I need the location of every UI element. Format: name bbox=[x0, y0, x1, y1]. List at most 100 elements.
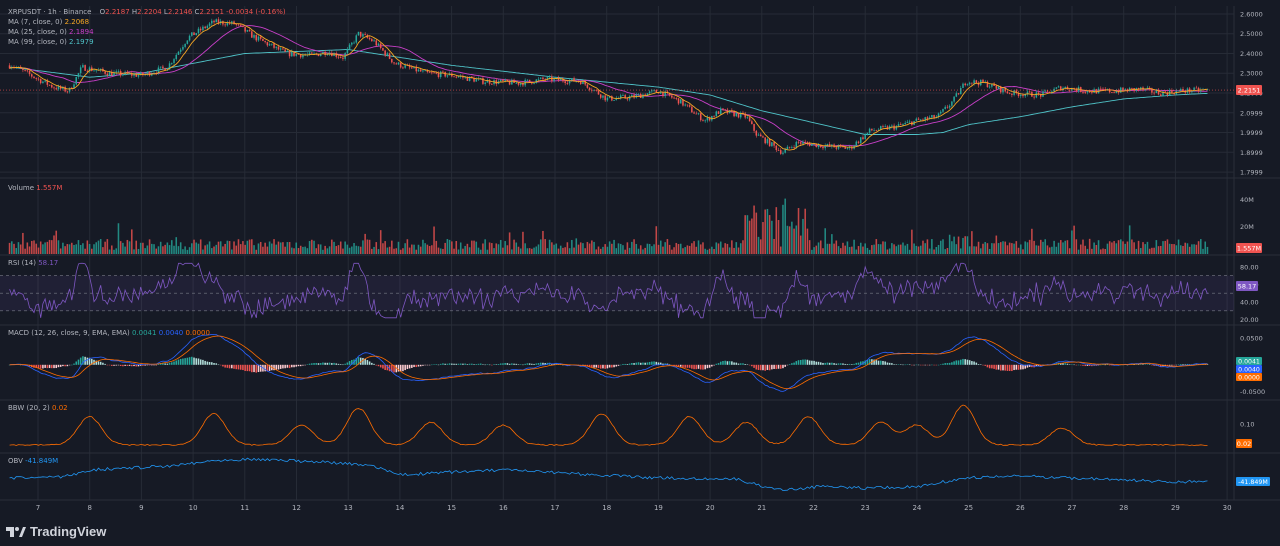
volume-bar bbox=[404, 243, 406, 254]
volume-bar bbox=[491, 243, 493, 254]
candle-body bbox=[886, 126, 889, 130]
candle-body bbox=[333, 53, 335, 57]
volume-bar bbox=[791, 221, 793, 254]
macd-histogram-bar bbox=[308, 363, 311, 365]
volume-bar bbox=[1062, 242, 1064, 254]
macd-histogram-bar bbox=[588, 364, 591, 368]
bbw-legend[interactable]: BBW (20, 2) 0.02 bbox=[8, 403, 68, 413]
macd-histogram-bar bbox=[1059, 363, 1062, 365]
rsi-legend[interactable]: RSI (14) 58.17 bbox=[8, 258, 58, 268]
volume-bar bbox=[306, 248, 309, 254]
macd-histogram-bar bbox=[731, 361, 733, 365]
macd-histogram-bar bbox=[746, 364, 749, 365]
candle-body bbox=[799, 142, 802, 144]
volume-bar bbox=[811, 249, 813, 254]
x-tick-label: 7 bbox=[36, 504, 40, 512]
candle-body bbox=[1022, 95, 1024, 97]
candle-body bbox=[171, 62, 173, 64]
tradingview-logo[interactable]: TradingView bbox=[6, 524, 106, 539]
volume-bar bbox=[273, 239, 275, 254]
macd-histogram-bar bbox=[655, 361, 658, 365]
candle-body bbox=[395, 63, 398, 65]
candle-body bbox=[1013, 90, 1015, 95]
macd-histogram-bar bbox=[817, 361, 820, 365]
candle-body bbox=[122, 74, 124, 76]
volume-pane[interactable] bbox=[8, 198, 1209, 254]
volume-bar bbox=[968, 246, 971, 254]
macd-histogram-bar bbox=[915, 364, 918, 366]
macd-histogram-bar bbox=[822, 362, 824, 365]
candle-body bbox=[491, 83, 493, 85]
macd-histogram-bar bbox=[695, 364, 698, 370]
bbw-pane[interactable] bbox=[9, 404, 1208, 446]
candle-body bbox=[26, 70, 29, 72]
macd-histogram-bar bbox=[166, 363, 169, 365]
volume-bar bbox=[366, 239, 369, 254]
candle-body bbox=[173, 59, 175, 63]
candle-body bbox=[191, 32, 193, 36]
volume-bar bbox=[251, 239, 253, 254]
volume-badge bbox=[1236, 243, 1262, 253]
macd-histogram-bar bbox=[842, 363, 844, 365]
price-pane[interactable] bbox=[0, 17, 1234, 156]
volume-bar bbox=[66, 244, 69, 254]
volume-bar bbox=[844, 245, 846, 254]
volume-bar bbox=[677, 244, 680, 254]
macd-histogram-bar bbox=[691, 364, 693, 369]
ma99-legend[interactable]: MA (99, close, 0) 2.1979 bbox=[8, 37, 286, 47]
volume-bar bbox=[679, 243, 682, 254]
x-tick-label: 28 bbox=[1119, 504, 1128, 512]
macd-histogram-bar bbox=[351, 359, 353, 365]
volume-bar bbox=[984, 242, 986, 254]
volume-bar bbox=[1104, 248, 1106, 254]
candle-body bbox=[199, 28, 202, 31]
volume-bar bbox=[504, 241, 506, 254]
candle-body bbox=[782, 152, 784, 154]
candle-body bbox=[33, 76, 35, 79]
volume-bar bbox=[668, 244, 671, 254]
macd-badge-label: 0.0041 bbox=[1238, 358, 1260, 365]
macd-histogram-bar bbox=[317, 363, 320, 365]
volume-bar bbox=[364, 233, 366, 254]
rsi-pane[interactable] bbox=[0, 262, 1234, 319]
x-tick-label: 22 bbox=[809, 504, 818, 512]
ma7-legend[interactable]: MA (7, close, 0) 2.2068 bbox=[8, 17, 286, 27]
candle-body bbox=[748, 117, 751, 122]
candle-body bbox=[1055, 87, 1058, 89]
volume-bar bbox=[813, 247, 815, 254]
candle-body bbox=[519, 83, 522, 85]
ma25-value: 2.1894 bbox=[69, 28, 94, 36]
ma25-legend[interactable]: MA (25, close, 0) 2.1894 bbox=[8, 27, 286, 37]
volume-bar bbox=[104, 241, 106, 254]
macd-legend[interactable]: MACD (12, 26, close, 9, EMA, EMA) 0.0041… bbox=[8, 328, 210, 338]
macd-histogram-bar bbox=[217, 364, 220, 366]
candle-body bbox=[506, 79, 509, 82]
macd-histogram-bar bbox=[1028, 364, 1031, 367]
volume-bar bbox=[1193, 244, 1195, 254]
volume-legend[interactable]: Volume 1.557M bbox=[8, 183, 62, 193]
macd-histogram-bar bbox=[1068, 364, 1071, 365]
candle-body bbox=[311, 52, 313, 54]
candle-body bbox=[648, 91, 651, 94]
macd-histogram-bar bbox=[771, 364, 773, 370]
macd-pane[interactable] bbox=[8, 333, 1209, 392]
ma25-name: MA (25, close, 0) bbox=[8, 28, 67, 36]
volume-bar bbox=[302, 246, 304, 254]
candle-body bbox=[873, 130, 875, 132]
macd-histogram-bar bbox=[804, 359, 806, 365]
macd-histogram-bar bbox=[233, 364, 235, 369]
macd-histogram-bar bbox=[73, 363, 75, 365]
volume-bar bbox=[513, 239, 515, 254]
volume-bar bbox=[459, 242, 462, 254]
volume-bar bbox=[326, 248, 329, 254]
macd-histogram-bar bbox=[168, 362, 171, 365]
volume-bar bbox=[506, 245, 509, 254]
macd-histogram-bar bbox=[591, 364, 593, 368]
obv-legend[interactable]: OBV -41.849M bbox=[8, 456, 58, 466]
volume-bar bbox=[333, 241, 335, 254]
macd-histogram-bar bbox=[362, 357, 364, 365]
obv-pane[interactable] bbox=[9, 457, 1208, 492]
macd-histogram-bar bbox=[53, 364, 55, 369]
candle-body bbox=[828, 144, 831, 147]
